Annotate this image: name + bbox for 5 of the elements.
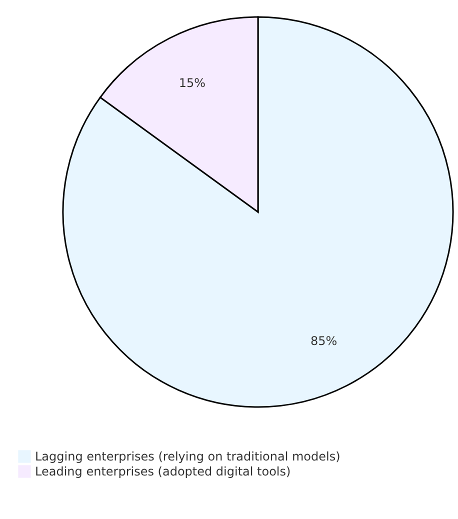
legend-label: Leading enterprises (adopted digital tools) [35, 464, 291, 478]
data-label: 15% [178, 76, 206, 90]
legend-label: Lagging enterprises (relying on traditional models) [35, 450, 340, 464]
pie-slice [62, 16, 454, 408]
data-label: 85% [310, 334, 338, 348]
